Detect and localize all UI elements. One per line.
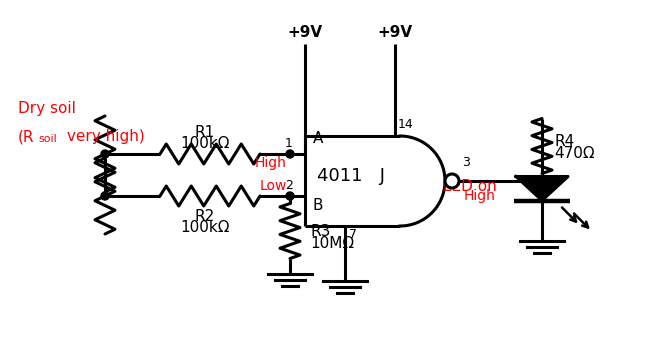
Text: 4011   J: 4011 J bbox=[317, 167, 385, 185]
Text: B: B bbox=[313, 198, 324, 213]
Text: 14: 14 bbox=[398, 118, 414, 131]
Circle shape bbox=[286, 192, 294, 200]
Text: (R: (R bbox=[18, 129, 34, 144]
Text: Low: Low bbox=[259, 179, 287, 193]
Text: soil: soil bbox=[38, 134, 57, 144]
Text: 100kΩ: 100kΩ bbox=[180, 220, 229, 235]
Circle shape bbox=[101, 150, 109, 158]
Text: 1: 1 bbox=[285, 137, 293, 150]
Text: 7: 7 bbox=[349, 228, 357, 241]
Circle shape bbox=[286, 150, 294, 158]
Text: Dry soil: Dry soil bbox=[18, 101, 76, 116]
Polygon shape bbox=[516, 177, 568, 201]
Text: +9V: +9V bbox=[378, 25, 413, 40]
Text: 3: 3 bbox=[462, 156, 470, 169]
Text: High: High bbox=[255, 156, 287, 170]
Text: 470Ω: 470Ω bbox=[554, 146, 595, 162]
Text: A: A bbox=[313, 131, 324, 146]
Text: High: High bbox=[464, 189, 496, 203]
Text: 100kΩ: 100kΩ bbox=[180, 136, 229, 151]
Text: 10MΩ: 10MΩ bbox=[310, 237, 354, 252]
Text: R4: R4 bbox=[554, 134, 574, 149]
Circle shape bbox=[445, 174, 459, 188]
Text: R2: R2 bbox=[195, 209, 215, 224]
Text: R3: R3 bbox=[310, 223, 330, 238]
Text: +9V: +9V bbox=[287, 25, 322, 40]
Circle shape bbox=[101, 192, 109, 200]
Text: 2: 2 bbox=[285, 179, 293, 192]
Text: R1: R1 bbox=[195, 125, 215, 140]
Text: LED on: LED on bbox=[443, 179, 497, 194]
Text: very high): very high) bbox=[62, 129, 145, 144]
